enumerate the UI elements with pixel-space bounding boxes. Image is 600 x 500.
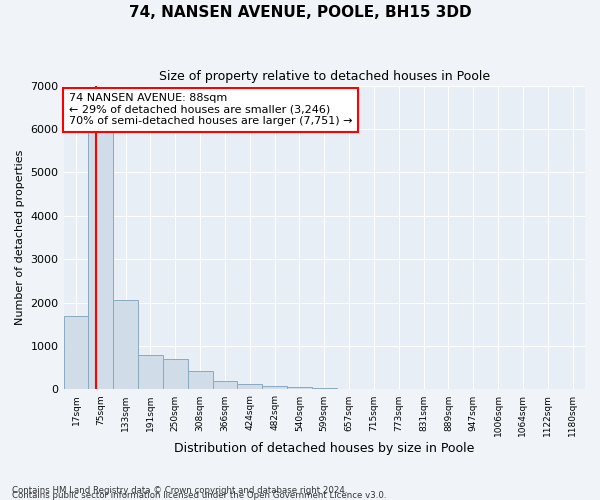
Text: 74 NANSEN AVENUE: 88sqm
← 29% of detached houses are smaller (3,246)
70% of semi: 74 NANSEN AVENUE: 88sqm ← 29% of detache… (69, 93, 352, 126)
Bar (188, 371, 212, 390)
Bar (287, 387, 312, 390)
Text: Contains public sector information licensed under the Open Government Licence v3: Contains public sector information licen… (12, 491, 386, 500)
Bar (64, 316, 88, 390)
Bar (113, 300, 138, 390)
Title: Size of property relative to detached houses in Poole: Size of property relative to detached ho… (159, 70, 490, 83)
Text: 74, NANSEN AVENUE, POOLE, BH15 3DD: 74, NANSEN AVENUE, POOLE, BH15 3DD (128, 5, 472, 20)
Bar (262, 386, 287, 390)
X-axis label: Distribution of detached houses by size in Poole: Distribution of detached houses by size … (174, 442, 475, 455)
Bar (238, 384, 262, 390)
Bar (312, 388, 337, 390)
Bar (138, 354, 163, 390)
Text: Contains HM Land Registry data © Crown copyright and database right 2024.: Contains HM Land Registry data © Crown c… (12, 486, 347, 495)
Bar (163, 359, 188, 390)
Bar (212, 381, 238, 390)
Y-axis label: Number of detached properties: Number of detached properties (15, 150, 25, 325)
Bar (88, 120, 113, 390)
Bar (337, 388, 362, 390)
